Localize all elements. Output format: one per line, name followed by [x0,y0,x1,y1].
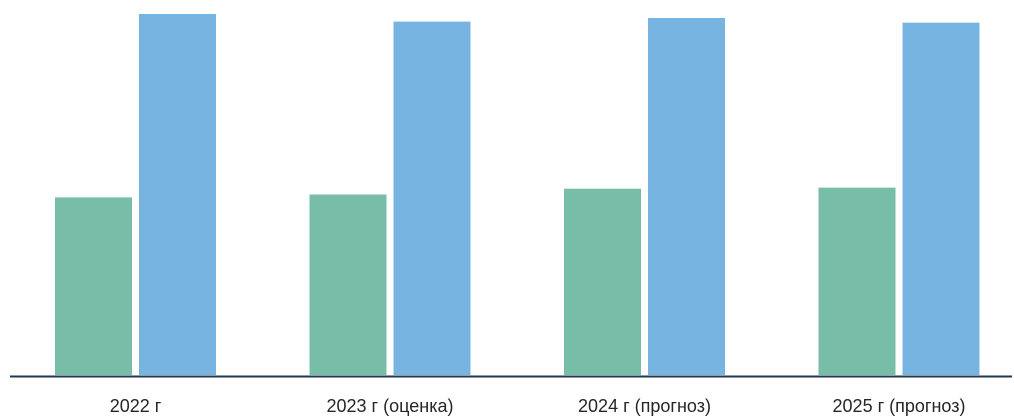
bar-series-1-3 [818,187,896,375]
x-tick-labels: 2022 г 2023 г (оценка) 2024 г (прогноз) 202… [110,396,966,416]
bar-series-1-0 [55,197,132,375]
x-tick-label: 2025 г (прогноз) [833,396,966,416]
x-tick-label: 2023 г (оценка) [327,396,454,416]
bar-series-2-0 [139,14,216,375]
bar-series-1-1 [309,194,387,375]
bar-series-2-2 [648,17,725,375]
x-tick-label: 2024 г (прогноз) [578,396,711,416]
x-tick-label: 2022 г [110,396,162,416]
bars-group [55,14,980,376]
bar-series-2-1 [393,21,471,376]
bar-series-2-3 [902,22,980,375]
bar-series-1-2 [564,188,641,375]
